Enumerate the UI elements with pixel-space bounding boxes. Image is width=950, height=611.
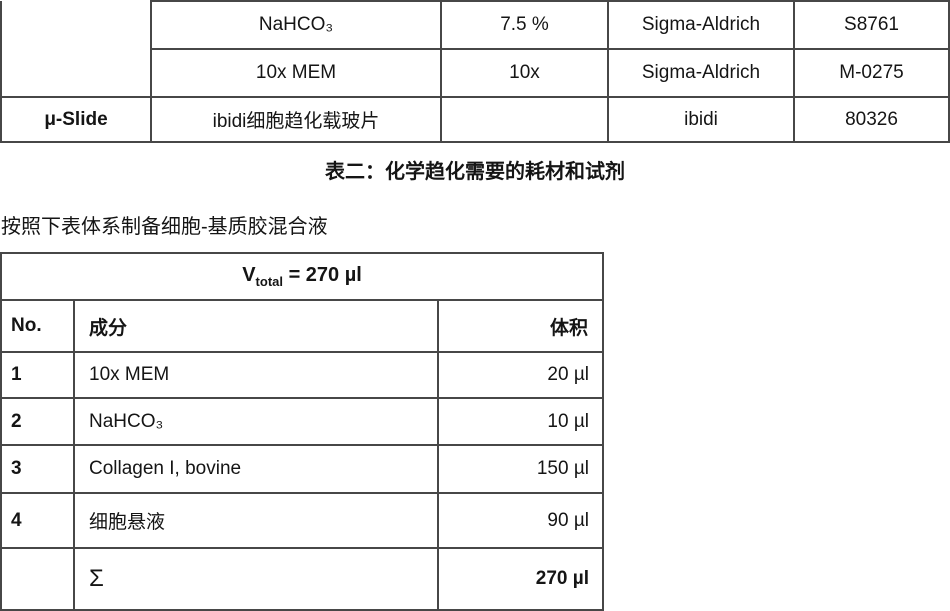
vtotal-value: = 270 µl (288, 264, 362, 286)
cell-supplier: Sigma-Aldrich (607, 0, 795, 50)
cell-row-number: 2 (0, 397, 75, 446)
cell-reagent-spec: 10x (440, 48, 609, 98)
vtotal-subscript: total (255, 274, 283, 289)
cell-volume: 90 µl (436, 492, 605, 549)
cell-component: Collagen I, bovine (73, 444, 439, 494)
table-row: 4 细胞悬液 90 µl (0, 492, 605, 549)
cell-sigma-symbol: Σ (73, 547, 439, 611)
cell-reagent-spec: 7.5 % (440, 0, 609, 50)
cell-reagent-name: NaHCO₃ (150, 0, 442, 50)
mixture-volume-table: Vtotal = 270 µl No. 成分 体积 1 10x MEM 20 µ… (0, 252, 605, 611)
cell-volume: 10 µl (436, 397, 605, 446)
materials-reagents-table: NaHCO₃ 7.5 % Sigma-Aldrich S8761 10x MEM… (0, 0, 950, 143)
cell-component: 细胞悬液 (73, 492, 439, 549)
instruction-text: 按照下表体系制备细胞-基质胶混合液 (1, 216, 328, 238)
cell-supplier: ibidi (607, 96, 795, 143)
table-row: 10x MEM 10x Sigma-Aldrich M-0275 (1, 48, 950, 98)
cell-volume: 150 µl (436, 444, 605, 494)
cell-reagent-name: 10x MEM (150, 48, 442, 98)
table-caption: 表二：化学趋化需要的耗材和试剂 (325, 161, 625, 183)
vtotal-symbol: V (242, 264, 256, 286)
cell-row-number: 4 (0, 492, 75, 549)
cell-item-slide: μ-Slide (0, 96, 152, 143)
cell-total-volume: 270 µl (436, 547, 605, 611)
cell-row-number (0, 547, 75, 611)
table-row: μ-Slide ibidi细胞趋化载玻片 ibidi 80326 (0, 96, 950, 143)
cell-reagent-spec (440, 96, 609, 143)
cell-volume: 20 µl (436, 351, 605, 399)
cell-row-number: 1 (0, 351, 75, 399)
table-row: Vtotal = 270 µl (0, 252, 605, 301)
header-volume: 体积 (436, 299, 605, 353)
cell-component: 10x MEM (73, 351, 439, 399)
cell-catalog-number: 80326 (793, 96, 950, 143)
table-row: NaHCO₃ 7.5 % Sigma-Aldrich S8761 (0, 0, 950, 98)
table-header-row: No. 成分 体积 (0, 299, 605, 353)
table-sum-row: Σ 270 µl (0, 547, 605, 611)
table-row: 1 10x MEM 20 µl (0, 351, 605, 399)
cell-component: NaHCO₃ (73, 397, 439, 446)
cell-catalog-number: M-0275 (793, 48, 950, 98)
cell-reagent-name: ibidi细胞趋化载玻片 (150, 96, 442, 143)
header-no: No. (0, 299, 75, 353)
cell-supplier: Sigma-Aldrich (607, 48, 795, 98)
header-component: 成分 (73, 299, 439, 353)
table-row: 2 NaHCO₃ 10 µl (0, 397, 605, 446)
cell-row-number: 3 (0, 444, 75, 494)
cell-catalog-number: S8761 (793, 0, 950, 50)
table-row: 3 Collagen I, bovine 150 µl (0, 444, 605, 494)
cell-item-empty (0, 1, 152, 98)
cell-total-volume-title: Vtotal = 270 µl (0, 252, 605, 301)
